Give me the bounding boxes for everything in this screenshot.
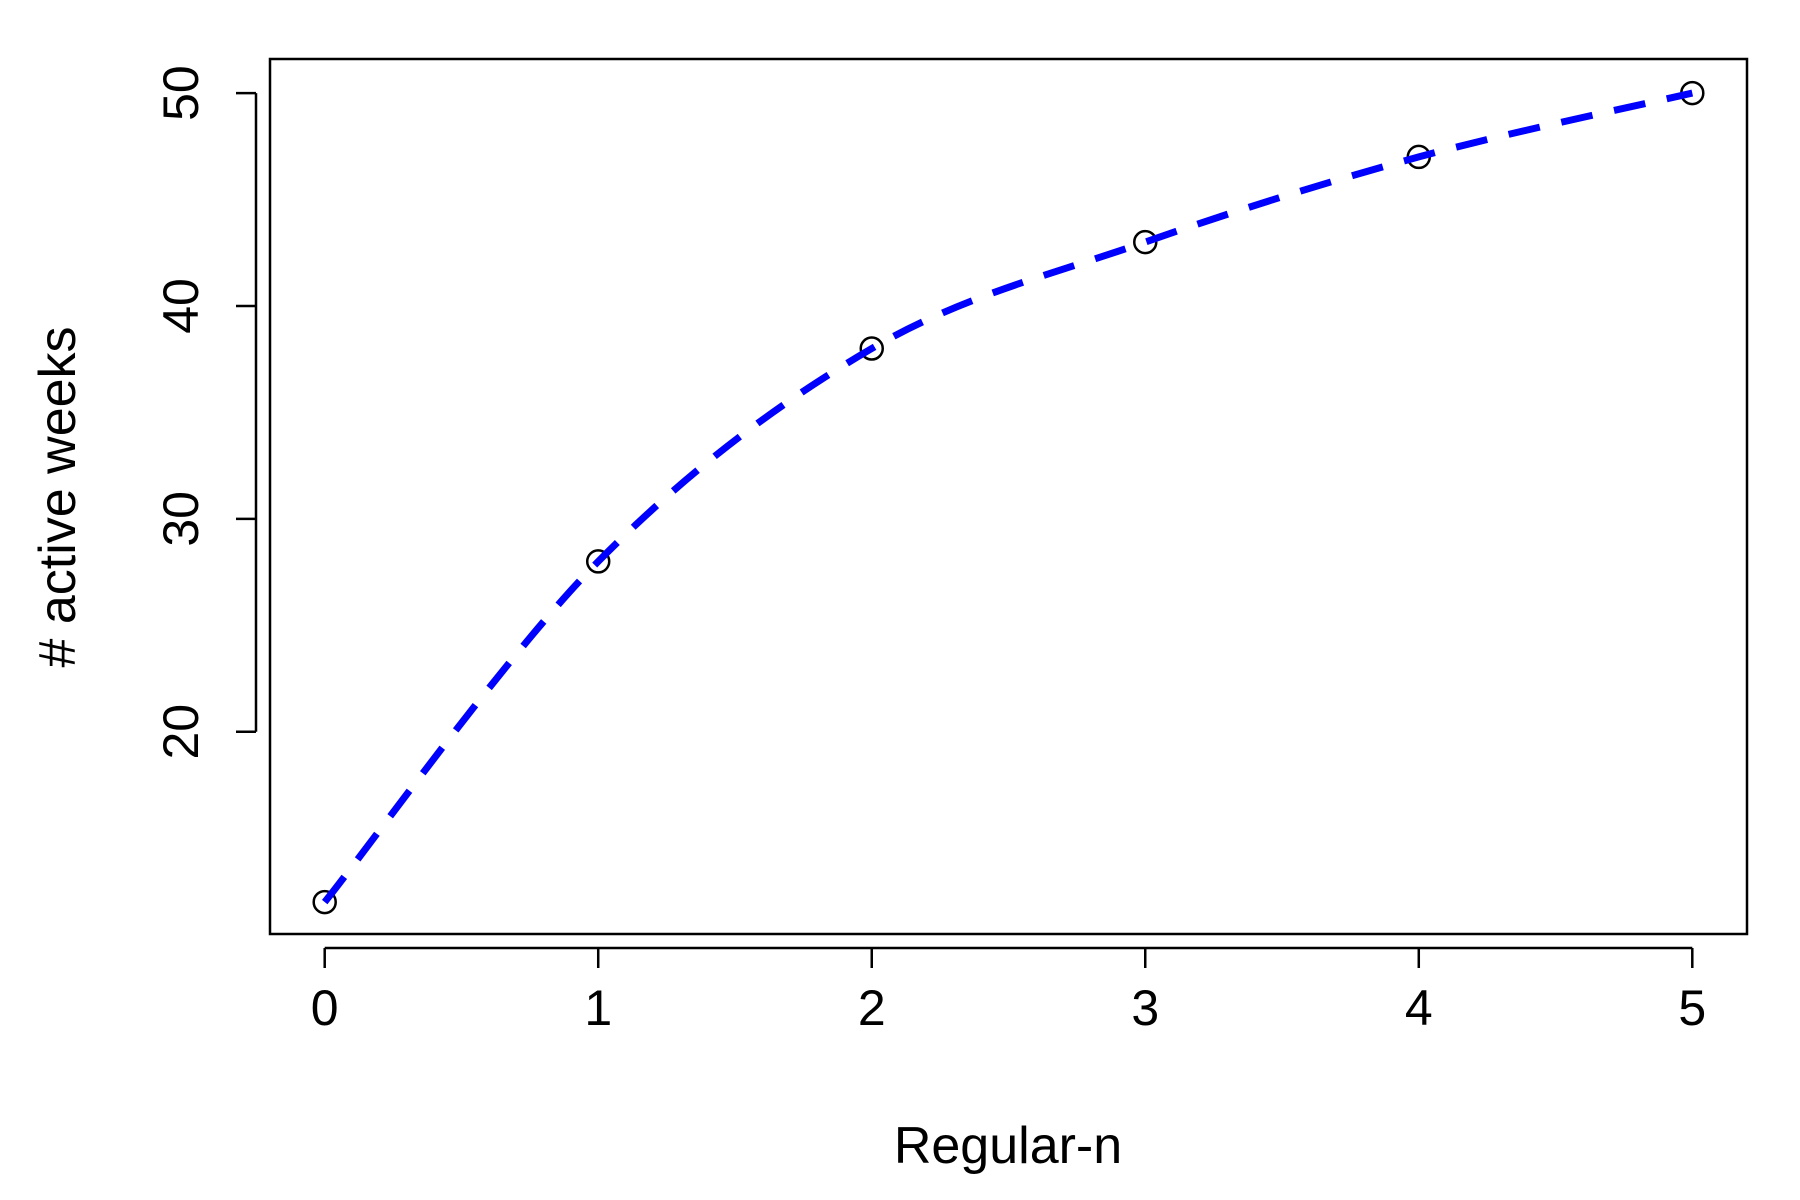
x-tick-label: 3 <box>1131 980 1159 1036</box>
x-tick-label: 4 <box>1405 980 1433 1036</box>
y-axis: 20 30 40 50 <box>153 65 258 760</box>
data-point-marker <box>585 549 611 574</box>
y-tick-label: 30 <box>153 491 209 547</box>
x-tick-label: 2 <box>858 980 886 1036</box>
data-point-marker <box>312 889 337 915</box>
y-axis-label: # active weeks <box>29 326 87 667</box>
x-axis-label: Regular-n <box>894 1117 1122 1175</box>
y-tick-label: 20 <box>153 704 209 760</box>
series-line <box>321 89 1694 905</box>
data-point-marker <box>1133 229 1158 255</box>
plot-frame <box>268 57 1749 936</box>
x-tick-label: 1 <box>584 980 612 1036</box>
y-tick-label: 50 <box>153 65 209 121</box>
y-tick-label: 40 <box>153 278 209 334</box>
data-point-marker <box>859 336 884 361</box>
x-tick-label: 0 <box>311 980 339 1036</box>
series-layer <box>312 80 1705 915</box>
x-tick-label: 5 <box>1678 980 1706 1036</box>
x-axis: 0 1 2 3 4 5 <box>311 946 1706 1036</box>
